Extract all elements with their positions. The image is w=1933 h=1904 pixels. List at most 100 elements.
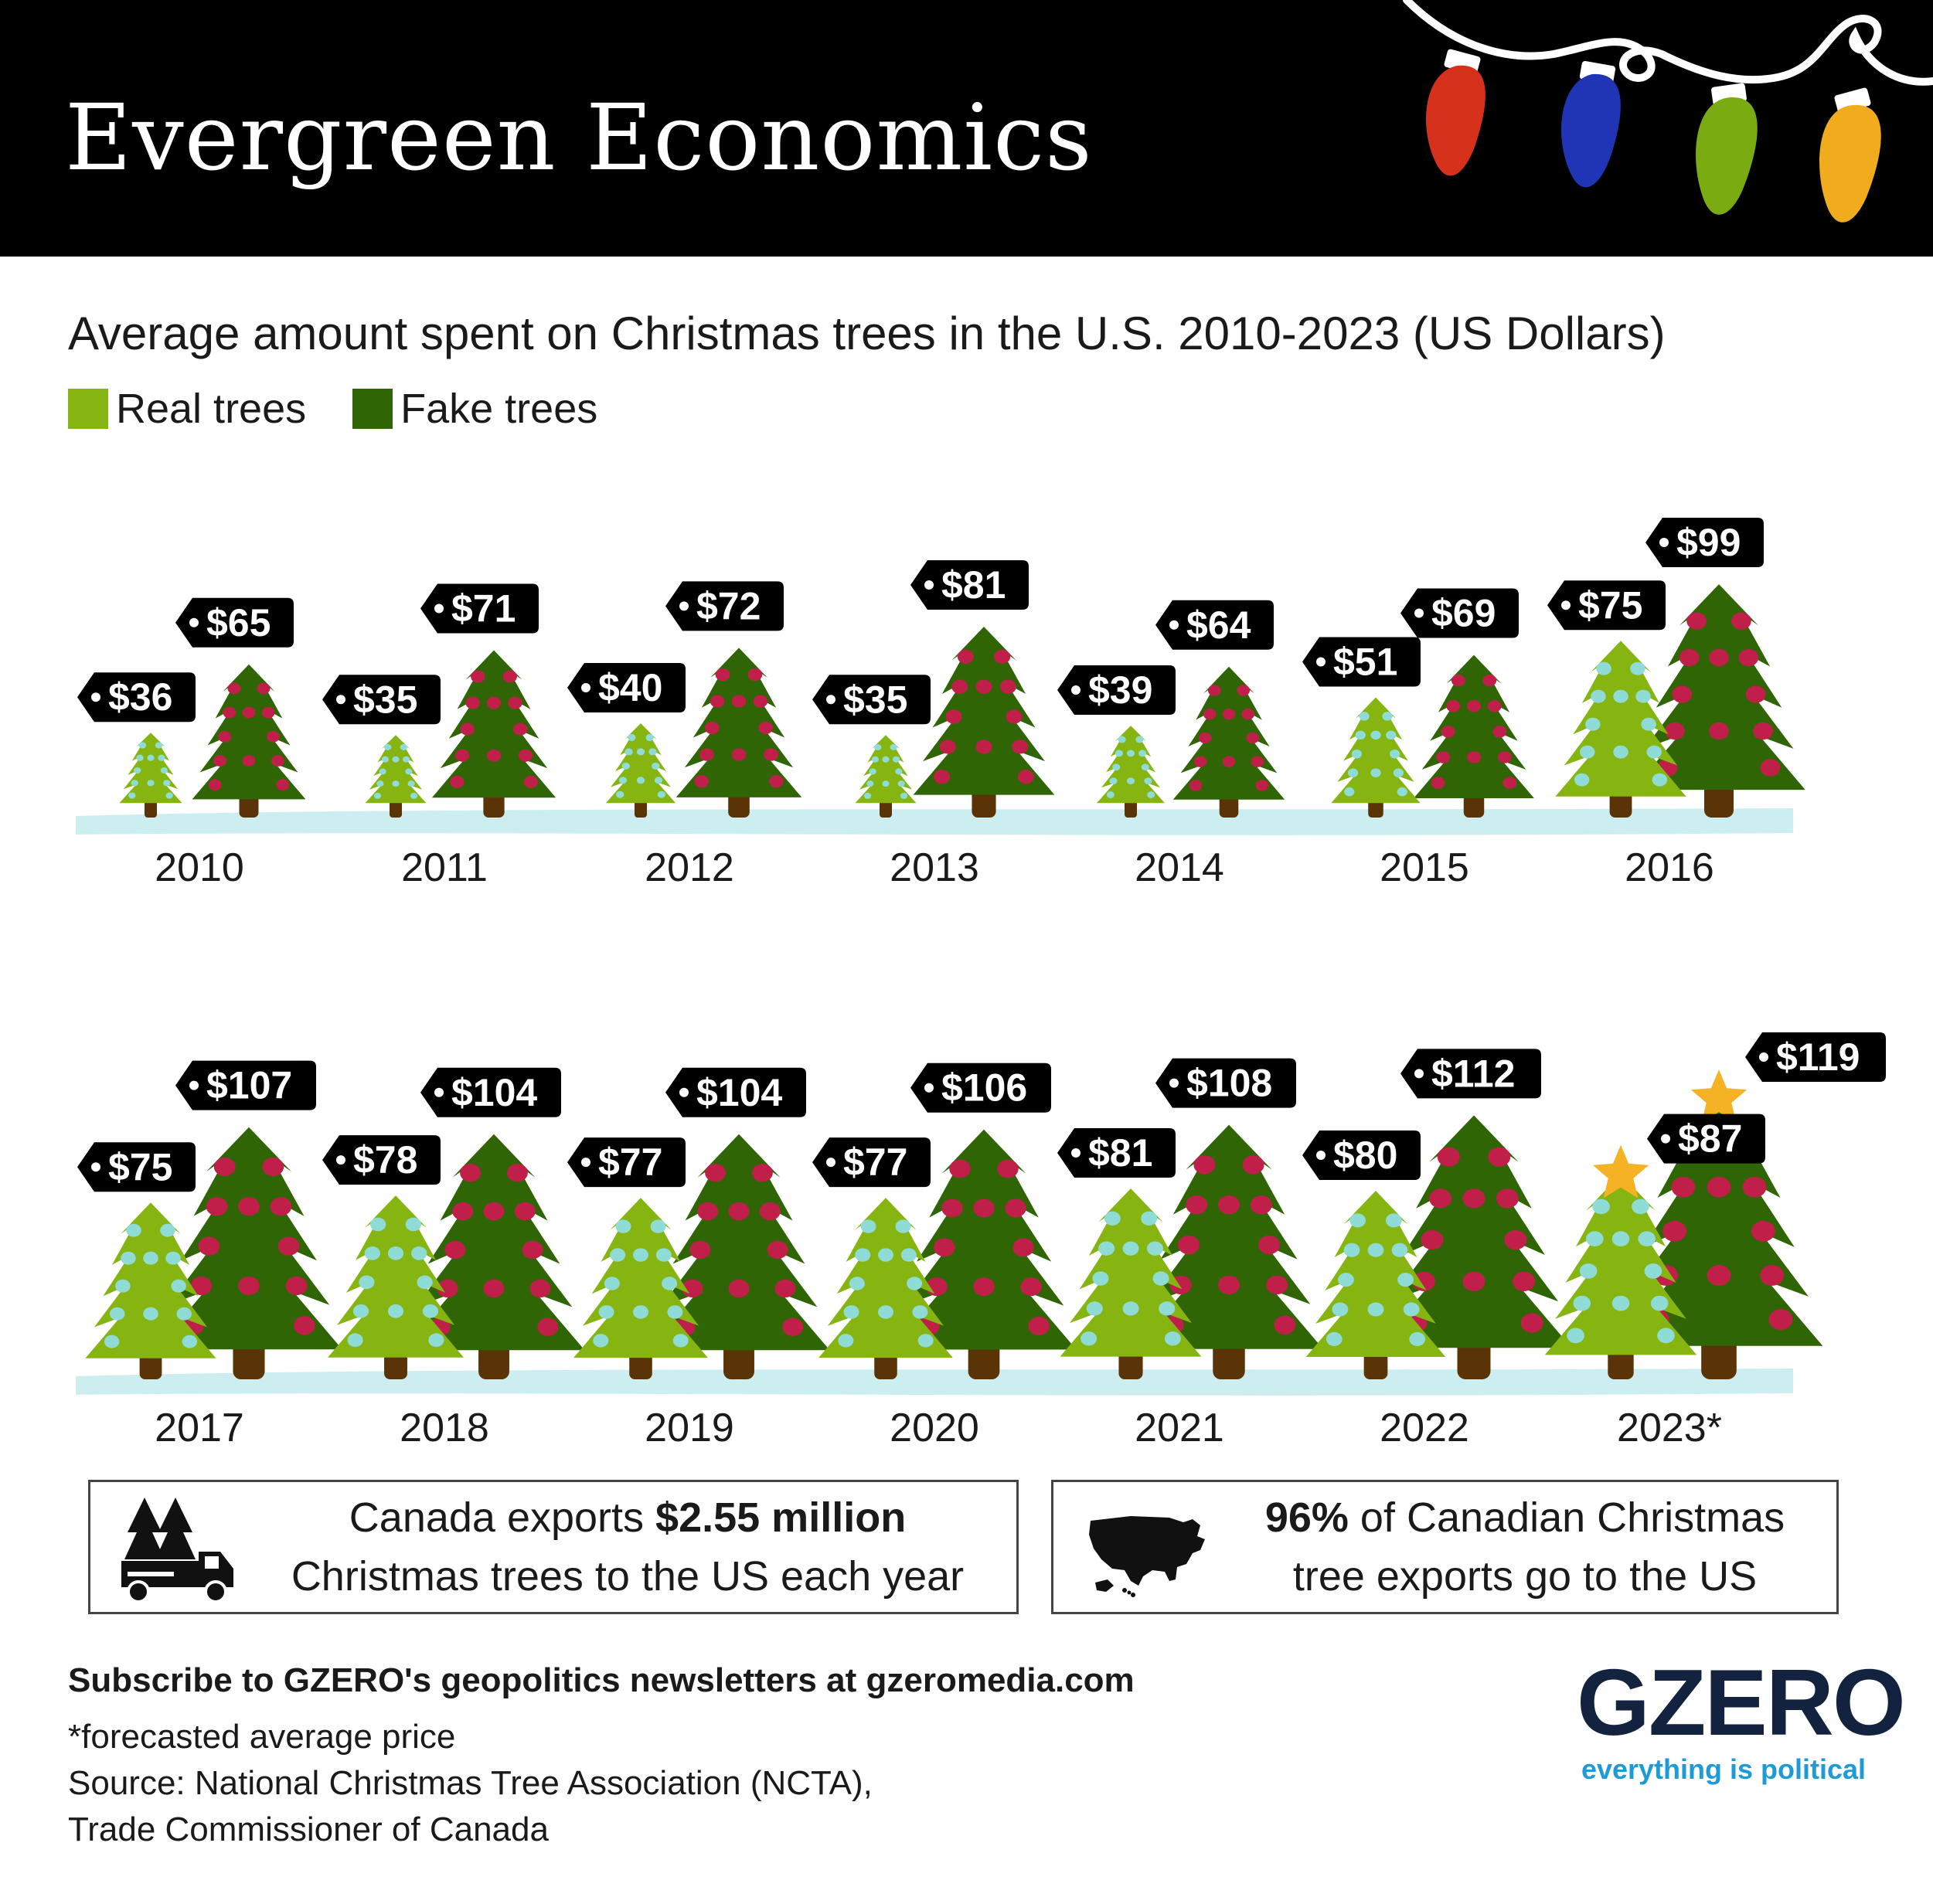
ornament: [1349, 1213, 1366, 1228]
year-label: 2015: [1380, 845, 1469, 890]
ornament: [460, 722, 475, 736]
snow-ground: [76, 808, 1793, 835]
price-tag-hole: [1316, 657, 1326, 667]
ornament: [155, 742, 163, 749]
ornament: [652, 762, 660, 770]
ornament: [136, 754, 144, 761]
ornament: [1504, 1229, 1527, 1250]
ornament: [1451, 674, 1465, 687]
ornament: [1652, 773, 1668, 787]
price-tag-shape: [322, 1135, 441, 1185]
ornament: [1391, 1243, 1408, 1257]
price-tag-hole: [189, 617, 199, 627]
ornament: [892, 756, 900, 763]
ornament: [878, 1248, 893, 1262]
price-tag-hole: [1414, 1069, 1424, 1079]
legend-label-real: Real trees: [116, 386, 307, 432]
ornament: [1731, 612, 1751, 630]
ornament: [1338, 1273, 1354, 1287]
ornament: [1513, 1271, 1536, 1292]
fact-share-suffix: tree exports go to the US: [1292, 1553, 1758, 1600]
ornament: [774, 1279, 796, 1298]
price-tag-hole: [91, 692, 100, 702]
ornament: [1258, 1235, 1281, 1255]
ornament: [890, 743, 897, 750]
ornament: [227, 682, 241, 695]
ornament: [1207, 685, 1221, 696]
ornament: [1138, 750, 1147, 757]
ornament: [1611, 1295, 1630, 1311]
ornament: [1709, 722, 1729, 740]
year-group-2022: $80 $112 2022: [1302, 1049, 1572, 1450]
ornament: [957, 649, 974, 664]
ornament: [1217, 1195, 1240, 1215]
ornament: [1081, 1331, 1098, 1346]
ornament: [1012, 740, 1029, 754]
tree-trunk: [1704, 781, 1734, 818]
ornament: [171, 1279, 186, 1293]
ornament: [452, 1202, 474, 1221]
year-label: 2016: [1625, 845, 1714, 890]
price-label: $99: [1676, 521, 1741, 564]
ornament: [759, 1202, 781, 1221]
ornament: [483, 1202, 505, 1221]
year-group-2010: $36 $65 2010: [77, 597, 306, 890]
price-tag-hole: [826, 1158, 835, 1168]
ornament: [1241, 708, 1255, 720]
price-tag-shape: [322, 675, 441, 725]
year-label: 2010: [155, 845, 244, 890]
tree-canopy: [855, 735, 917, 804]
real-tree: [605, 723, 676, 818]
ornament: [1152, 1271, 1169, 1286]
tree-canopy: [573, 1198, 708, 1358]
ornament: [710, 695, 725, 708]
ornament: [694, 775, 709, 788]
ornament: [1086, 1301, 1103, 1316]
ornament: [699, 748, 714, 761]
ornament: [1482, 674, 1497, 687]
year-group-2012: $40 $72 2012: [567, 581, 802, 890]
price-tag-shape: [1302, 637, 1421, 687]
ornament: [618, 777, 628, 784]
price-tag-shape: [175, 1060, 316, 1110]
ornament: [882, 780, 890, 787]
ornament: [1409, 1331, 1426, 1346]
ornament: [897, 780, 905, 787]
fake-tree: [403, 1134, 585, 1379]
tree-trunk: [483, 790, 505, 818]
subscribe-line: Subscribe to GZERO's geopolitics newslet…: [68, 1661, 1135, 1699]
ornament: [1112, 763, 1121, 771]
price-label: $51: [1333, 640, 1397, 683]
ornament: [615, 1219, 631, 1233]
ornament: [529, 1279, 551, 1298]
ornament: [1446, 699, 1461, 712]
tree-canopy: [1555, 641, 1686, 797]
year-label: 2020: [890, 1406, 979, 1450]
tree-canopy: [676, 648, 802, 797]
ornament: [522, 1240, 543, 1260]
ornament: [133, 767, 141, 774]
ornament: [402, 756, 410, 763]
price-label: $69: [1431, 592, 1496, 635]
price-tag-shape: [567, 1137, 686, 1188]
price-tag-hole: [1169, 1078, 1179, 1088]
ornament: [1367, 1243, 1384, 1257]
price-label: $112: [1431, 1052, 1515, 1095]
real-tree: [328, 1195, 464, 1379]
ornament: [1126, 777, 1135, 785]
forecast-note: *forecasted average price: [68, 1718, 456, 1756]
footnotes: *forecasted average price Source: Nation…: [68, 1714, 873, 1853]
real-tree: [573, 1198, 708, 1379]
ornament: [1344, 787, 1355, 797]
ornament: [1017, 770, 1034, 784]
ornament: [949, 1159, 971, 1178]
ornament: [1164, 1331, 1181, 1346]
ornament: [277, 1236, 300, 1256]
price-tag-hole: [434, 604, 444, 614]
price-label: $104: [451, 1071, 537, 1114]
ornament: [945, 709, 962, 724]
real-price-tag: $75: [1547, 580, 1666, 631]
fact-text-share: 96% of Canadian Christmas tree exports g…: [1231, 1488, 1819, 1606]
fake-price-tag: $99: [1645, 518, 1764, 568]
year-group-2016: $75 $99 2016: [1547, 518, 1805, 890]
